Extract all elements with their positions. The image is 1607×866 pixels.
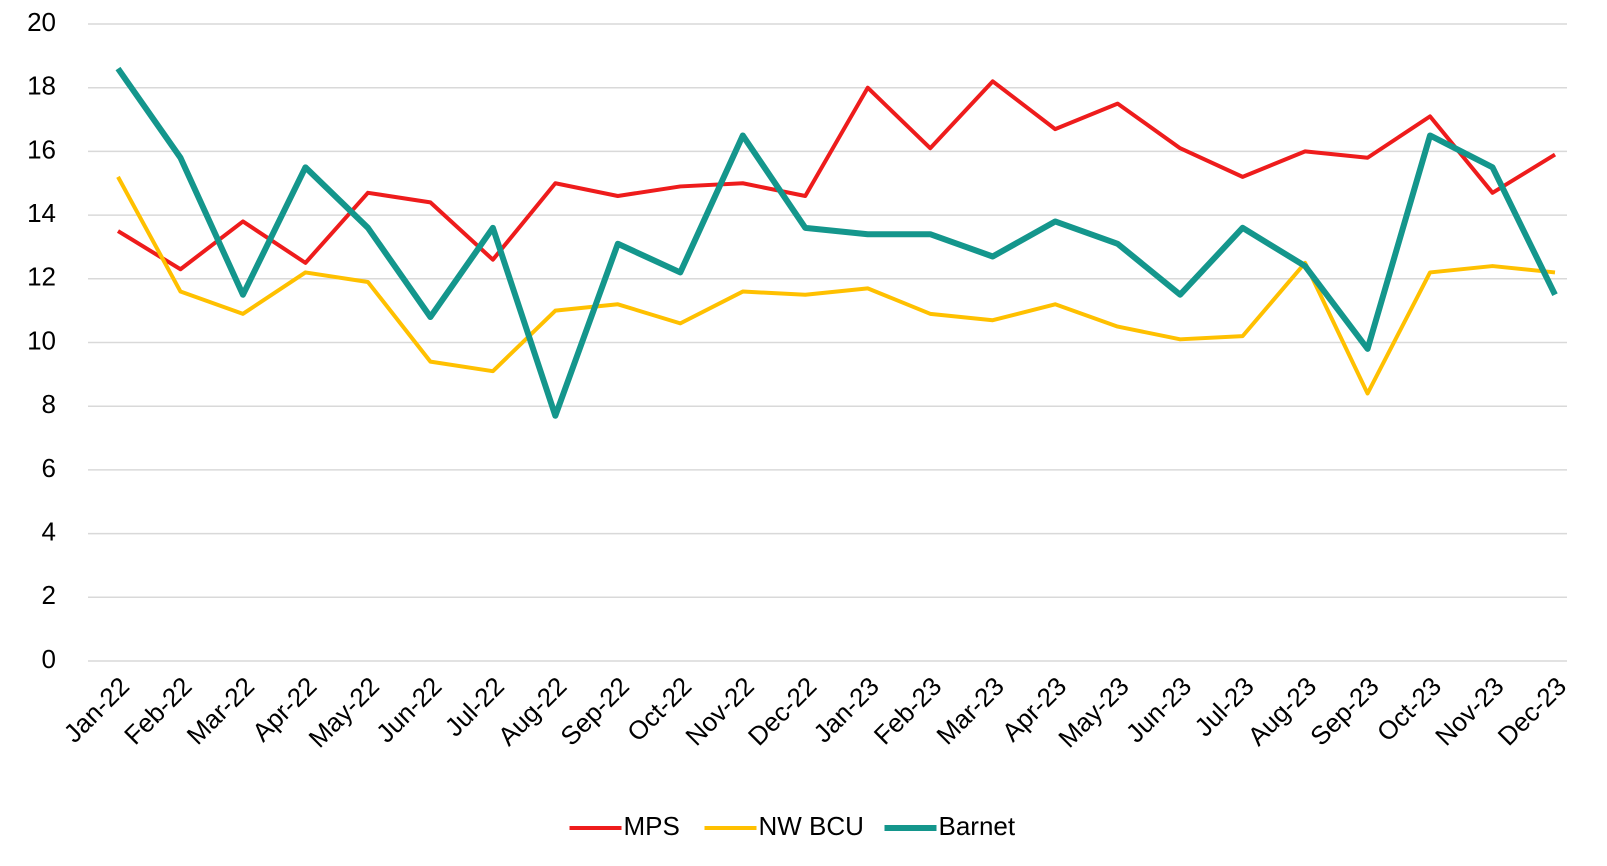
- x-tick-label: Aug-23: [1242, 671, 1322, 751]
- y-tick-label: 20: [27, 7, 56, 37]
- x-tick-label: Sep-22: [554, 671, 634, 751]
- x-tick-label: Jan-23: [807, 671, 884, 748]
- series-line: [115, 66, 1558, 419]
- x-tick-label: Jan-22: [58, 671, 135, 748]
- x-tick-label: Nov-23: [1429, 671, 1509, 751]
- x-tick-label: Feb-22: [118, 671, 197, 750]
- x-tick-label: May-23: [1052, 671, 1135, 754]
- y-tick-label: 2: [42, 580, 56, 610]
- y-tick-label: 0: [42, 644, 56, 674]
- series-line: [116, 79, 1557, 272]
- x-tick-label: Jun-22: [370, 671, 447, 748]
- y-tick-label: 4: [42, 516, 56, 546]
- y-tick-label: 6: [42, 453, 56, 483]
- y-tick-label: 8: [42, 389, 56, 419]
- x-tick-label: Mar-23: [930, 671, 1009, 750]
- x-tick-label: Aug-22: [492, 671, 572, 751]
- y-tick-label: 10: [27, 325, 56, 355]
- y-tick-label: 16: [27, 134, 56, 164]
- x-tick-label: Dec-22: [742, 671, 822, 751]
- x-tick-label: Mar-22: [181, 671, 260, 750]
- x-tick-label: May-22: [302, 671, 385, 754]
- x-tick-label: Nov-22: [679, 671, 759, 751]
- x-tick-label: Jun-23: [1120, 671, 1197, 748]
- legend-label: MPS: [624, 811, 680, 841]
- series-line: [116, 175, 1556, 396]
- y-tick-label: 12: [27, 262, 56, 292]
- legend-label: NW BCU: [759, 811, 864, 841]
- x-tick-label: Dec-23: [1492, 671, 1572, 751]
- y-tick-label: 14: [27, 198, 56, 228]
- legend-label: Barnet: [939, 811, 1016, 841]
- y-tick-label: 18: [27, 71, 56, 101]
- x-tick-label: Feb-23: [868, 671, 947, 750]
- x-tick-label: Sep-23: [1304, 671, 1384, 751]
